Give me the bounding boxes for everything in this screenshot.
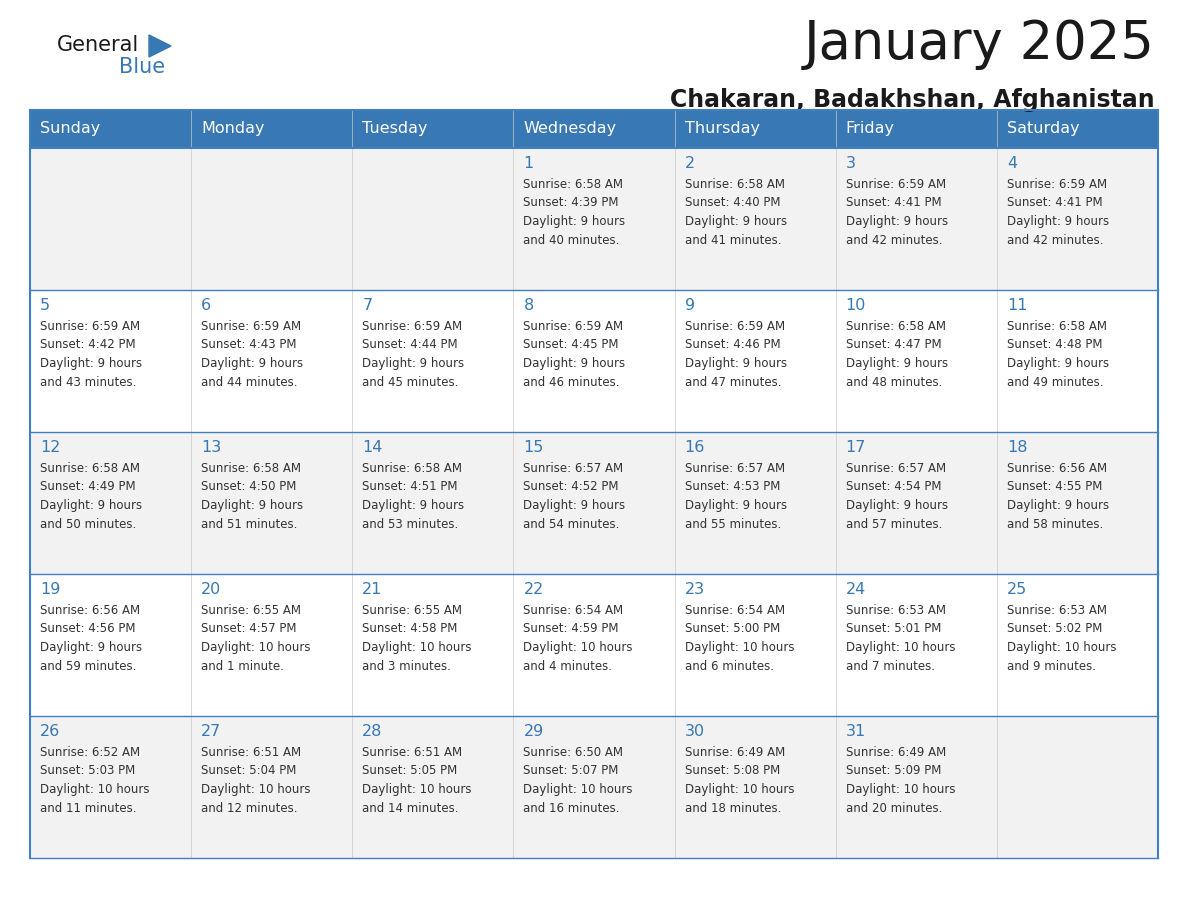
Text: Sunrise: 6:53 AM
Sunset: 5:02 PM
Daylight: 10 hours
and 9 minutes.: Sunrise: 6:53 AM Sunset: 5:02 PM Dayligh… xyxy=(1007,604,1117,673)
Text: Sunrise: 6:52 AM
Sunset: 5:03 PM
Daylight: 10 hours
and 11 minutes.: Sunrise: 6:52 AM Sunset: 5:03 PM Dayligh… xyxy=(40,746,150,814)
Bar xyxy=(30,110,1158,148)
Text: Sunrise: 6:59 AM
Sunset: 4:46 PM
Daylight: 9 hours
and 47 minutes.: Sunrise: 6:59 AM Sunset: 4:46 PM Dayligh… xyxy=(684,320,786,388)
Text: 4: 4 xyxy=(1007,156,1017,171)
Text: Sunrise: 6:59 AM
Sunset: 4:45 PM
Daylight: 9 hours
and 46 minutes.: Sunrise: 6:59 AM Sunset: 4:45 PM Dayligh… xyxy=(524,320,626,388)
Text: Sunrise: 6:49 AM
Sunset: 5:09 PM
Daylight: 10 hours
and 20 minutes.: Sunrise: 6:49 AM Sunset: 5:09 PM Dayligh… xyxy=(846,746,955,814)
Text: Sunrise: 6:54 AM
Sunset: 4:59 PM
Daylight: 10 hours
and 4 minutes.: Sunrise: 6:54 AM Sunset: 4:59 PM Dayligh… xyxy=(524,604,633,673)
Text: Sunrise: 6:53 AM
Sunset: 5:01 PM
Daylight: 10 hours
and 7 minutes.: Sunrise: 6:53 AM Sunset: 5:01 PM Dayligh… xyxy=(846,604,955,673)
Text: 2: 2 xyxy=(684,156,695,171)
Text: 12: 12 xyxy=(40,440,61,455)
Bar xyxy=(30,290,1158,432)
Text: 22: 22 xyxy=(524,582,544,597)
Text: 16: 16 xyxy=(684,440,704,455)
Text: 21: 21 xyxy=(362,582,383,597)
Text: Chakaran, Badakhshan, Afghanistan: Chakaran, Badakhshan, Afghanistan xyxy=(670,88,1155,112)
Text: Thursday: Thursday xyxy=(684,121,759,137)
Text: Wednesday: Wednesday xyxy=(524,121,617,137)
Text: Sunrise: 6:49 AM
Sunset: 5:08 PM
Daylight: 10 hours
and 18 minutes.: Sunrise: 6:49 AM Sunset: 5:08 PM Dayligh… xyxy=(684,746,794,814)
Text: 8: 8 xyxy=(524,298,533,313)
Text: Sunrise: 6:50 AM
Sunset: 5:07 PM
Daylight: 10 hours
and 16 minutes.: Sunrise: 6:50 AM Sunset: 5:07 PM Dayligh… xyxy=(524,746,633,814)
Text: Sunrise: 6:54 AM
Sunset: 5:00 PM
Daylight: 10 hours
and 6 minutes.: Sunrise: 6:54 AM Sunset: 5:00 PM Dayligh… xyxy=(684,604,794,673)
Bar xyxy=(30,148,1158,290)
Text: 13: 13 xyxy=(201,440,221,455)
Text: Sunrise: 6:59 AM
Sunset: 4:42 PM
Daylight: 9 hours
and 43 minutes.: Sunrise: 6:59 AM Sunset: 4:42 PM Dayligh… xyxy=(40,320,143,388)
Text: Monday: Monday xyxy=(201,121,265,137)
Text: Sunrise: 6:58 AM
Sunset: 4:51 PM
Daylight: 9 hours
and 53 minutes.: Sunrise: 6:58 AM Sunset: 4:51 PM Dayligh… xyxy=(362,462,465,531)
Bar xyxy=(30,574,1158,716)
Text: Sunrise: 6:58 AM
Sunset: 4:50 PM
Daylight: 9 hours
and 51 minutes.: Sunrise: 6:58 AM Sunset: 4:50 PM Dayligh… xyxy=(201,462,303,531)
Text: Sunrise: 6:56 AM
Sunset: 4:55 PM
Daylight: 9 hours
and 58 minutes.: Sunrise: 6:56 AM Sunset: 4:55 PM Dayligh… xyxy=(1007,462,1108,531)
Text: 30: 30 xyxy=(684,724,704,739)
Polygon shape xyxy=(148,35,171,57)
Text: General: General xyxy=(57,35,139,55)
Text: 9: 9 xyxy=(684,298,695,313)
Text: Sunrise: 6:56 AM
Sunset: 4:56 PM
Daylight: 9 hours
and 59 minutes.: Sunrise: 6:56 AM Sunset: 4:56 PM Dayligh… xyxy=(40,604,143,673)
Text: Sunrise: 6:57 AM
Sunset: 4:53 PM
Daylight: 9 hours
and 55 minutes.: Sunrise: 6:57 AM Sunset: 4:53 PM Dayligh… xyxy=(684,462,786,531)
Text: 7: 7 xyxy=(362,298,372,313)
Text: 18: 18 xyxy=(1007,440,1028,455)
Text: Sunrise: 6:51 AM
Sunset: 5:04 PM
Daylight: 10 hours
and 12 minutes.: Sunrise: 6:51 AM Sunset: 5:04 PM Dayligh… xyxy=(201,746,310,814)
Text: Sunrise: 6:58 AM
Sunset: 4:47 PM
Daylight: 9 hours
and 48 minutes.: Sunrise: 6:58 AM Sunset: 4:47 PM Dayligh… xyxy=(846,320,948,388)
Text: 31: 31 xyxy=(846,724,866,739)
Text: 25: 25 xyxy=(1007,582,1028,597)
Text: Saturday: Saturday xyxy=(1007,121,1080,137)
Bar xyxy=(30,716,1158,858)
Text: 23: 23 xyxy=(684,582,704,597)
Text: Sunrise: 6:59 AM
Sunset: 4:44 PM
Daylight: 9 hours
and 45 minutes.: Sunrise: 6:59 AM Sunset: 4:44 PM Dayligh… xyxy=(362,320,465,388)
Text: Sunrise: 6:58 AM
Sunset: 4:39 PM
Daylight: 9 hours
and 40 minutes.: Sunrise: 6:58 AM Sunset: 4:39 PM Dayligh… xyxy=(524,178,626,247)
Text: January 2025: January 2025 xyxy=(804,18,1155,70)
Text: 6: 6 xyxy=(201,298,211,313)
Text: Sunrise: 6:58 AM
Sunset: 4:49 PM
Daylight: 9 hours
and 50 minutes.: Sunrise: 6:58 AM Sunset: 4:49 PM Dayligh… xyxy=(40,462,143,531)
Text: Sunrise: 6:57 AM
Sunset: 4:54 PM
Daylight: 9 hours
and 57 minutes.: Sunrise: 6:57 AM Sunset: 4:54 PM Dayligh… xyxy=(846,462,948,531)
Text: 11: 11 xyxy=(1007,298,1028,313)
Text: Sunrise: 6:58 AM
Sunset: 4:48 PM
Daylight: 9 hours
and 49 minutes.: Sunrise: 6:58 AM Sunset: 4:48 PM Dayligh… xyxy=(1007,320,1108,388)
Text: Blue: Blue xyxy=(119,57,165,77)
Text: 15: 15 xyxy=(524,440,544,455)
Text: 29: 29 xyxy=(524,724,544,739)
Text: 3: 3 xyxy=(846,156,855,171)
Bar xyxy=(30,432,1158,574)
Text: 17: 17 xyxy=(846,440,866,455)
Text: 10: 10 xyxy=(846,298,866,313)
Text: Sunrise: 6:55 AM
Sunset: 4:58 PM
Daylight: 10 hours
and 3 minutes.: Sunrise: 6:55 AM Sunset: 4:58 PM Dayligh… xyxy=(362,604,472,673)
Text: 5: 5 xyxy=(40,298,50,313)
Text: 1: 1 xyxy=(524,156,533,171)
Text: 27: 27 xyxy=(201,724,221,739)
Text: Friday: Friday xyxy=(846,121,895,137)
Text: Sunrise: 6:57 AM
Sunset: 4:52 PM
Daylight: 9 hours
and 54 minutes.: Sunrise: 6:57 AM Sunset: 4:52 PM Dayligh… xyxy=(524,462,626,531)
Text: 26: 26 xyxy=(40,724,61,739)
Text: 24: 24 xyxy=(846,582,866,597)
Text: Sunrise: 6:59 AM
Sunset: 4:41 PM
Daylight: 9 hours
and 42 minutes.: Sunrise: 6:59 AM Sunset: 4:41 PM Dayligh… xyxy=(1007,178,1108,247)
Text: 20: 20 xyxy=(201,582,221,597)
Text: Sunrise: 6:59 AM
Sunset: 4:43 PM
Daylight: 9 hours
and 44 minutes.: Sunrise: 6:59 AM Sunset: 4:43 PM Dayligh… xyxy=(201,320,303,388)
Text: Sunrise: 6:51 AM
Sunset: 5:05 PM
Daylight: 10 hours
and 14 minutes.: Sunrise: 6:51 AM Sunset: 5:05 PM Dayligh… xyxy=(362,746,472,814)
Text: Sunrise: 6:58 AM
Sunset: 4:40 PM
Daylight: 9 hours
and 41 minutes.: Sunrise: 6:58 AM Sunset: 4:40 PM Dayligh… xyxy=(684,178,786,247)
Text: 14: 14 xyxy=(362,440,383,455)
Text: Sunrise: 6:59 AM
Sunset: 4:41 PM
Daylight: 9 hours
and 42 minutes.: Sunrise: 6:59 AM Sunset: 4:41 PM Dayligh… xyxy=(846,178,948,247)
Text: 28: 28 xyxy=(362,724,383,739)
Text: 19: 19 xyxy=(40,582,61,597)
Text: Sunrise: 6:55 AM
Sunset: 4:57 PM
Daylight: 10 hours
and 1 minute.: Sunrise: 6:55 AM Sunset: 4:57 PM Dayligh… xyxy=(201,604,310,673)
Text: Sunday: Sunday xyxy=(40,121,100,137)
Text: Tuesday: Tuesday xyxy=(362,121,428,137)
